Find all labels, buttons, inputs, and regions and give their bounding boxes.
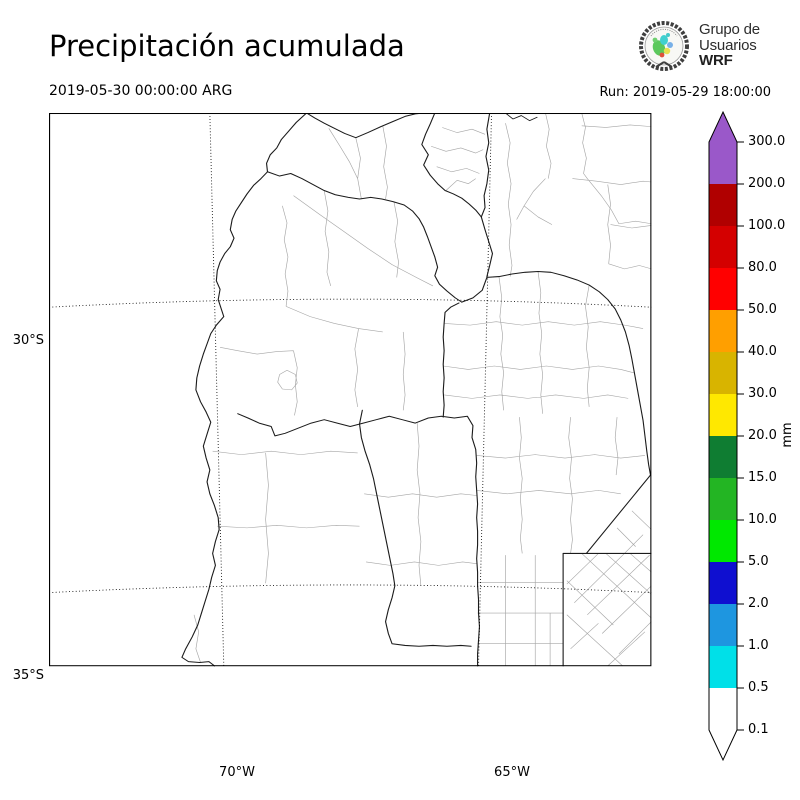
colorbar-tick-label: 0.1 xyxy=(748,722,769,737)
logo-line-1: Grupo de xyxy=(699,21,760,38)
map-border xyxy=(49,113,652,667)
gridline-70w xyxy=(209,113,225,666)
colorbar-tick-label: 40.0 xyxy=(748,344,777,359)
gridline-30s xyxy=(49,298,652,308)
colorbar-segments xyxy=(709,142,737,730)
page-title: Precipitación acumulada xyxy=(49,29,405,63)
map-canvas xyxy=(49,113,652,667)
department-boundaries xyxy=(193,113,652,667)
colorbar-tick-label: 15.0 xyxy=(748,470,777,485)
graticule-gridlines xyxy=(49,113,652,666)
colorbar-unit-label: mm xyxy=(779,422,795,448)
colorbar-tick-marks xyxy=(737,141,744,731)
province-boundaries xyxy=(181,113,652,667)
valid-time-label: 2019-05-30 00:00:00 ARG xyxy=(49,83,233,99)
wrf-users-group-logo-icon xyxy=(639,21,689,71)
lat-label-30s: 30°S xyxy=(12,333,44,348)
colorbar-tick-label: 10.0 xyxy=(748,512,777,527)
colorbar-tick-label: 50.0 xyxy=(748,302,777,317)
logo-line-3: WRF xyxy=(699,52,733,69)
colorbar-tick-label: 2.0 xyxy=(748,596,769,611)
colorbar-tick-label: 100.0 xyxy=(748,218,786,233)
lon-label-70w: 70°W xyxy=(219,765,255,780)
colorbar-tick-label: 80.0 xyxy=(748,260,777,275)
colorbar-tick-label: 0.5 xyxy=(748,680,769,695)
colorbar-tick-label: 200.0 xyxy=(748,176,786,191)
logo-text: Grupo de Usuarios WRF xyxy=(699,22,760,69)
logo-line-2: Usuarios xyxy=(699,36,757,54)
lat-label-35s: 35°S xyxy=(12,668,44,683)
colorbar-over-arrow xyxy=(709,112,737,142)
precipitation-colorbar xyxy=(708,110,744,762)
colorbar-tick-label: 20.0 xyxy=(748,428,777,443)
colorbar-tick-label: 1.0 xyxy=(748,638,769,653)
gridline-35s xyxy=(49,584,652,594)
run-time-label: Run: 2019-05-29 18:00:00 xyxy=(599,85,771,100)
colorbar-tick-label: 5.0 xyxy=(748,554,769,569)
colorbar-tick-label: 300.0 xyxy=(748,134,786,149)
colorbar-under-arrow xyxy=(709,730,737,760)
lon-label-65w: 65°W xyxy=(494,765,530,780)
colorbar-tick-label: 30.0 xyxy=(748,386,777,401)
gridline-65w xyxy=(478,113,493,666)
